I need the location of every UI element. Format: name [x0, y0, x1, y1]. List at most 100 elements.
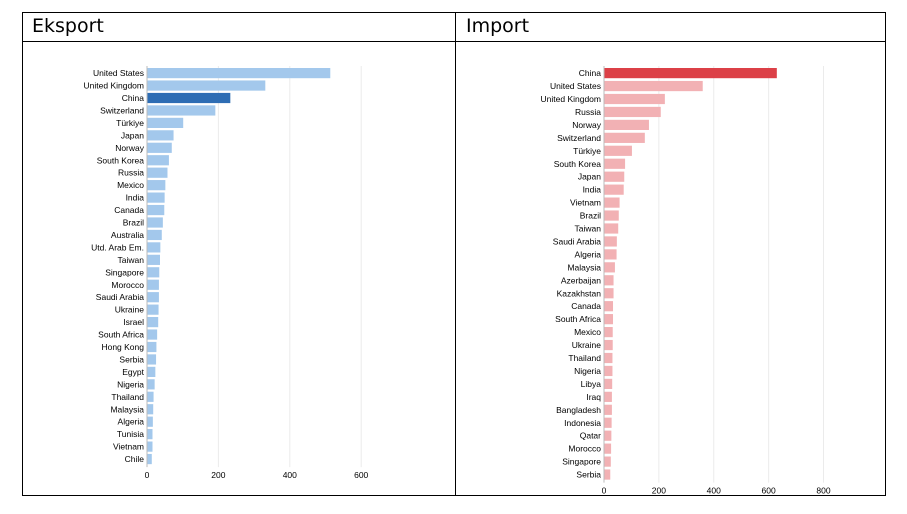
bar	[604, 301, 614, 312]
bar	[604, 404, 612, 415]
bar	[147, 366, 156, 377]
bar	[604, 327, 613, 338]
category-label: Canada	[114, 205, 144, 215]
bar	[604, 339, 613, 351]
category-label: Japan	[121, 130, 144, 140]
bar	[147, 117, 184, 128]
category-label: Türkiye	[573, 146, 601, 156]
category-label: Vietnam	[113, 442, 144, 452]
bar	[147, 341, 157, 353]
bar	[147, 279, 159, 290]
bar	[147, 204, 165, 216]
bar	[604, 145, 632, 156]
bar	[147, 391, 154, 402]
category-label: Nigeria	[117, 379, 144, 389]
bar	[604, 443, 612, 454]
category-label: Brazil	[580, 211, 601, 221]
category-label: Utd. Arab Em.	[91, 242, 144, 252]
bar	[604, 391, 612, 402]
bar	[604, 158, 626, 169]
bar	[147, 68, 331, 79]
category-label: South Africa	[555, 314, 601, 324]
category-label: Norway	[115, 143, 145, 153]
category-label: Bangladesh	[556, 405, 601, 415]
bar	[604, 68, 777, 79]
category-label: South Korea	[554, 159, 602, 169]
category-label: Nigeria	[574, 366, 601, 376]
category-label: Brazil	[123, 218, 144, 228]
x-tick-label: 400	[707, 486, 721, 496]
import-header: Import	[466, 15, 530, 37]
bar	[147, 180, 166, 191]
category-label: Algeria	[575, 249, 602, 259]
category-label: Ukraine	[115, 305, 145, 315]
bar	[604, 236, 617, 247]
bar	[604, 378, 613, 389]
bar	[604, 275, 614, 286]
bar	[147, 105, 216, 116]
category-label: United States	[93, 68, 144, 78]
category-label: Morocco	[111, 280, 144, 290]
category-label: Malaysia	[110, 404, 144, 414]
bar	[604, 119, 649, 130]
category-label: Mexico	[117, 180, 144, 190]
bar	[147, 155, 169, 166]
category-label: Egypt	[122, 367, 144, 377]
category-label: Switzerland	[557, 133, 601, 143]
export-header: Eksport	[32, 15, 104, 37]
category-label: Iraq	[586, 392, 601, 402]
category-label: Hong Kong	[101, 342, 144, 352]
category-label: Russia	[575, 107, 601, 117]
category-label: Singapore	[562, 457, 601, 467]
category-label: South Africa	[98, 330, 144, 340]
category-label: Malaysia	[567, 262, 601, 272]
category-label: Libya	[581, 379, 602, 389]
bar	[147, 130, 174, 141]
category-label: Norway	[572, 120, 602, 130]
bar	[147, 429, 153, 440]
bar	[147, 267, 160, 278]
category-label: Saudi Arabia	[96, 292, 144, 302]
category-label: Canada	[571, 301, 601, 311]
category-label: Taiwan	[575, 224, 602, 234]
category-label: Thailand	[568, 353, 601, 363]
bar	[604, 171, 625, 182]
bar	[604, 456, 611, 467]
bar	[604, 288, 614, 299]
bar	[147, 416, 153, 427]
category-label: United States	[550, 81, 601, 91]
bar	[604, 197, 620, 208]
bar	[147, 317, 159, 328]
category-label: China	[122, 93, 144, 103]
category-label: Saudi Arabia	[553, 236, 601, 246]
category-label: Indonesia	[564, 418, 601, 428]
header-divider	[23, 41, 885, 42]
category-label: Australia	[111, 230, 144, 240]
category-label: United Kingdom	[541, 94, 601, 104]
bar	[147, 404, 154, 415]
category-label: United Kingdom	[84, 81, 144, 91]
bar	[604, 132, 645, 143]
category-label: Serbia	[576, 470, 601, 480]
bar	[147, 142, 172, 153]
x-tick-label: 800	[816, 486, 830, 496]
x-tick-label: 200	[211, 470, 225, 480]
bar	[147, 379, 155, 390]
bar	[604, 249, 617, 260]
category-label: China	[579, 68, 601, 78]
bar	[604, 93, 665, 105]
bar	[147, 192, 165, 203]
category-label: India	[583, 185, 602, 195]
bar	[147, 92, 231, 104]
bar	[147, 453, 152, 465]
bar	[604, 365, 613, 377]
category-label: Israel	[123, 317, 144, 327]
category-label: Taiwan	[118, 255, 145, 265]
bar	[147, 292, 159, 303]
bar	[147, 229, 162, 241]
x-tick-label: 0	[602, 486, 607, 496]
category-label: Ukraine	[572, 340, 602, 350]
category-label: Morocco	[568, 444, 601, 454]
bar	[604, 184, 624, 195]
bar	[147, 354, 157, 365]
